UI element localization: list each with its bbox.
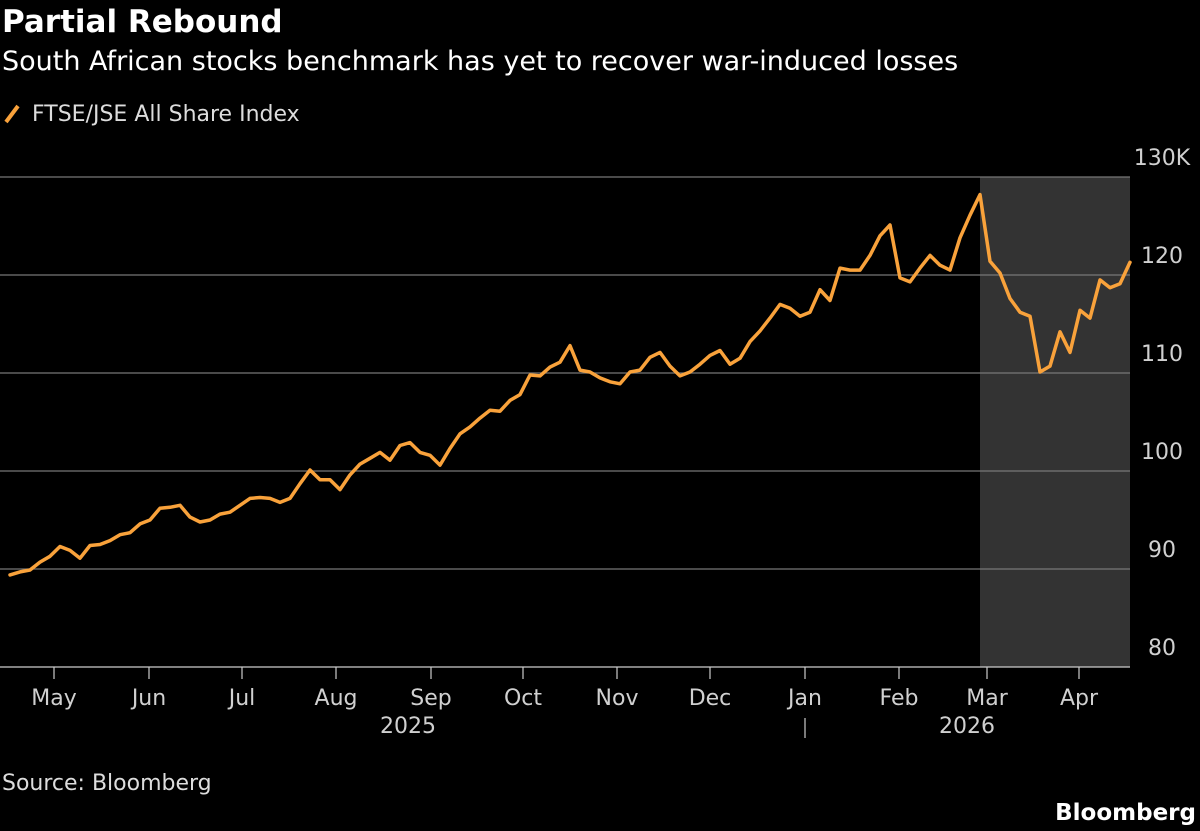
x-tick-label: Oct: [504, 686, 542, 711]
highlight-band: [980, 177, 1130, 667]
legend-label: FTSE/JSE All Share Index: [32, 102, 300, 127]
x-tick-label: Dec: [689, 686, 732, 711]
legend-icon: [4, 104, 20, 124]
x-tick-label: Jan: [786, 686, 822, 711]
year-label: 2026: [939, 714, 995, 739]
x-tick-label: Apr: [1060, 686, 1099, 711]
x-tick-label: Nov: [596, 686, 639, 711]
x-tick-label: Jun: [130, 686, 166, 711]
year-label: 2025: [380, 714, 436, 739]
x-tick-label: Aug: [315, 686, 358, 711]
chart-title: Partial Rebound: [2, 4, 283, 40]
y-tick-label: 100: [1141, 440, 1183, 465]
x-tick-label: Feb: [880, 686, 919, 711]
y-tick-label: 120: [1141, 244, 1183, 269]
chart-subtitle: South African stocks benchmark has yet t…: [2, 46, 958, 77]
y-tick-label: 130K: [1134, 146, 1191, 171]
x-tick-label: Mar: [966, 686, 1008, 711]
y-tick-label: 90: [1148, 538, 1176, 563]
x-tick-label: May: [31, 686, 76, 711]
data-line: [8, 192, 1132, 577]
x-tick-label: Sep: [410, 686, 451, 711]
source: Source: Bloomberg: [2, 771, 212, 796]
logo: Bloomberg: [1055, 800, 1196, 826]
y-tick-label: 80: [1148, 636, 1176, 661]
x-tick-label: Jul: [227, 686, 256, 711]
y-tick-label: 110: [1141, 342, 1183, 367]
